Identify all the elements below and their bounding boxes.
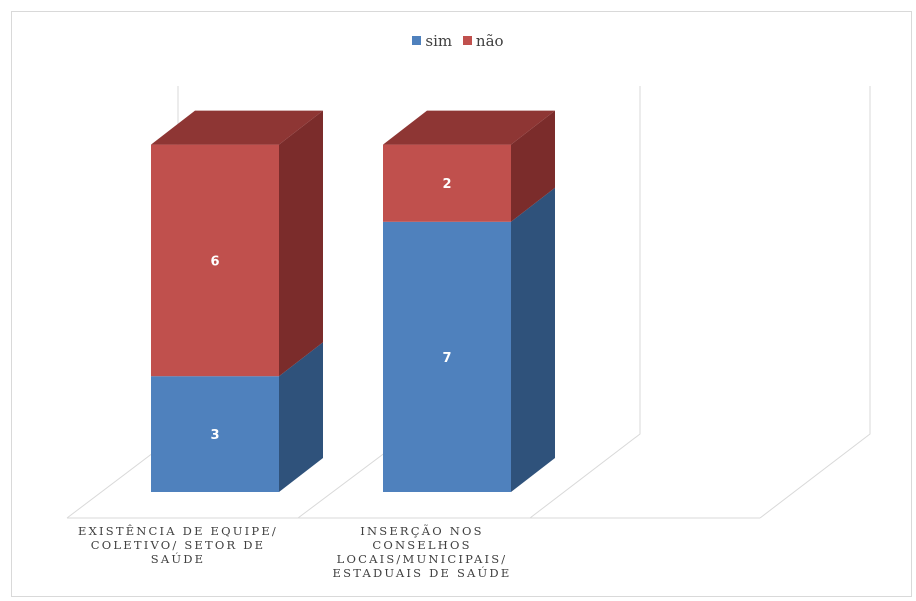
category-label-1: INSERÇÃO NOS CONSELHOS LOCAIS/MUNICIPAIS… bbox=[332, 524, 512, 580]
back-wall-right-edge bbox=[759, 86, 871, 519]
legend-label-sim: sim bbox=[425, 32, 453, 50]
legend-item-sim: sim bbox=[412, 32, 452, 50]
bar-side-não-1 bbox=[511, 110, 555, 222]
bar-top-não-1 bbox=[383, 110, 555, 145]
legend-swatch-sim bbox=[412, 36, 422, 45]
bar-front-sim-0 bbox=[151, 376, 279, 492]
data-label-sim-1: 7 bbox=[442, 351, 451, 366]
category-label-0: EXISTÊNCIA DE EQUIPE/ COLETIVO/ SETOR DE… bbox=[78, 524, 278, 566]
data-label-sim-0: 3 bbox=[210, 428, 219, 443]
legend-item-nao: não bbox=[462, 32, 504, 50]
floor-divider-2 bbox=[529, 86, 641, 519]
data-label-não-1: 2 bbox=[442, 177, 451, 192]
bar-side-sim-1 bbox=[511, 187, 555, 493]
data-label-não-0: 6 bbox=[210, 254, 219, 269]
bar-top-não-0 bbox=[151, 110, 323, 145]
bar-front-não-1 bbox=[383, 144, 511, 222]
bar-side-sim-0 bbox=[279, 342, 323, 492]
legend-swatch-nao bbox=[462, 36, 472, 45]
bar-side-não-0 bbox=[279, 110, 323, 377]
legend-label-nao: não bbox=[475, 32, 504, 50]
bar-front-não-0 bbox=[151, 144, 279, 377]
legend: sim não bbox=[0, 32, 916, 50]
bar-front-sim-1 bbox=[383, 221, 511, 493]
